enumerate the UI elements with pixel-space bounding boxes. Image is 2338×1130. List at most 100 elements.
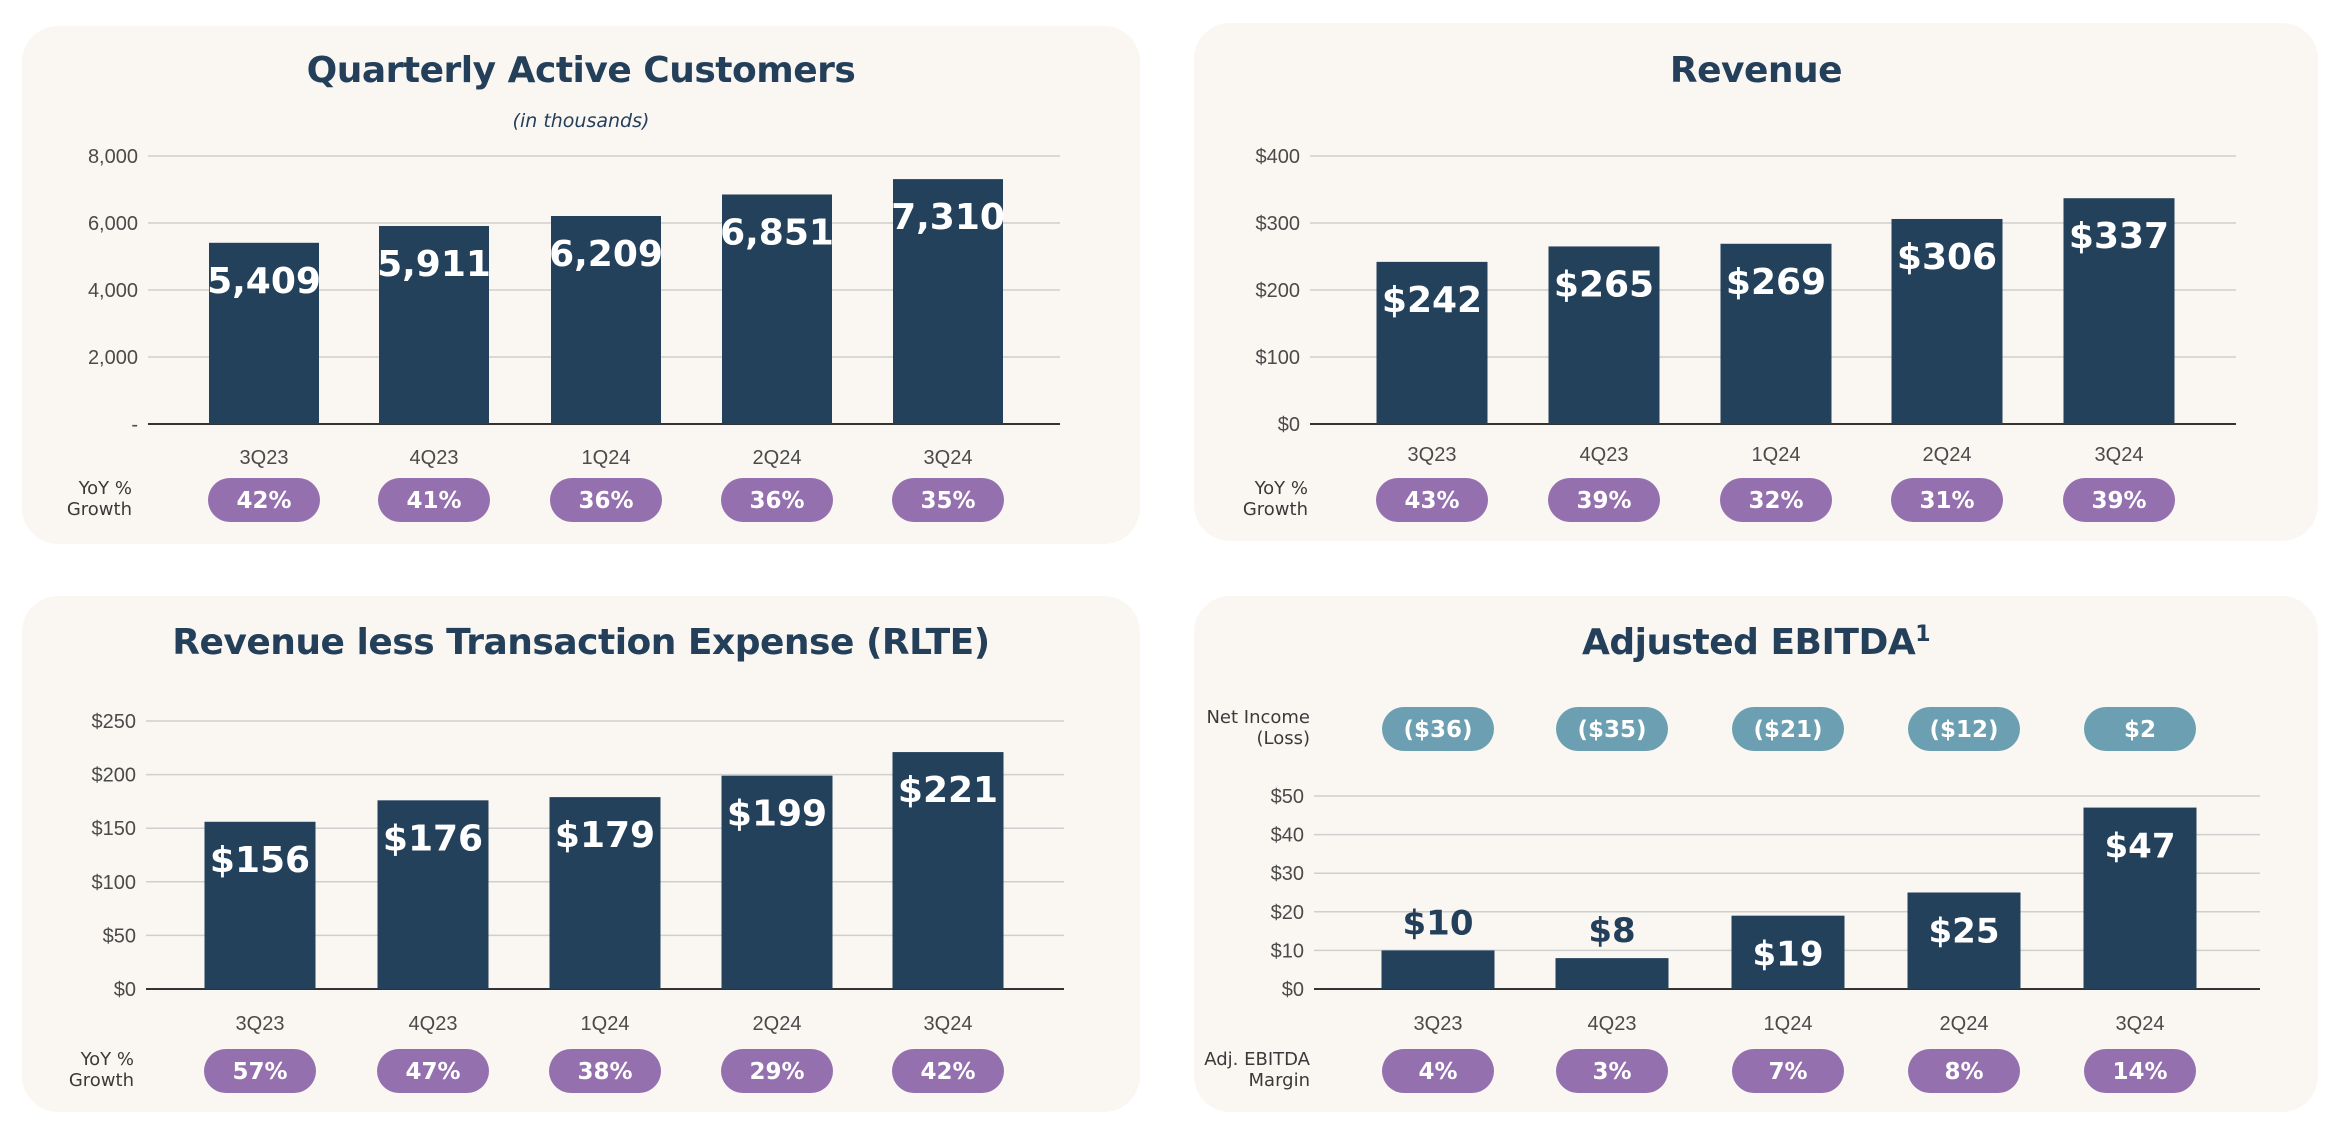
bar-value-label: $19 — [1753, 935, 1824, 975]
bottom-row-label: YoY % — [80, 1049, 134, 1070]
bar — [722, 194, 832, 424]
growth-pill-value: 42% — [236, 488, 291, 514]
growth-pill — [1382, 1049, 1494, 1093]
growth-pill — [549, 1049, 661, 1093]
bar — [892, 752, 1004, 989]
growth-pill — [892, 478, 1004, 522]
bottom-row-label: YoY % — [78, 478, 132, 499]
bar-value-label: $47 — [2105, 827, 2176, 867]
growth-pill-value: 47% — [405, 1059, 460, 1085]
growth-pill — [721, 478, 833, 522]
growth-pill-value: 29% — [749, 1059, 804, 1085]
bar — [1720, 243, 1832, 424]
growth-pill — [1908, 1049, 2020, 1093]
x-tick-label: 2Q24 — [1923, 444, 1972, 466]
y-tick-label: $0 — [114, 979, 136, 1001]
growth-pill — [1720, 478, 1832, 522]
bar — [379, 225, 489, 424]
bar — [1907, 892, 2021, 989]
growth-pill — [721, 1049, 833, 1093]
growth-pill — [892, 1049, 1004, 1093]
y-tick-label: $30 — [1271, 863, 1304, 885]
growth-pill — [1891, 478, 2003, 522]
growth-pill-value: 31% — [1919, 488, 1974, 514]
net-income-pill-value: $2 — [2124, 717, 2156, 743]
x-tick-label: 4Q23 — [409, 1013, 458, 1035]
chart-title: Adjusted EBITDA1 — [1194, 622, 2318, 663]
bar — [1548, 246, 1660, 424]
x-tick-label: 3Q23 — [1408, 444, 1457, 466]
bar — [1381, 950, 1495, 989]
bar-value-label: $306 — [1897, 237, 1997, 278]
growth-pill-value: 32% — [1748, 488, 1803, 514]
growth-pill — [1556, 1049, 1668, 1093]
y-tick-label: $0 — [1282, 979, 1304, 1001]
growth-pill — [204, 1049, 316, 1093]
growth-pill-value: 7% — [1768, 1059, 1807, 1085]
bar — [893, 179, 1003, 424]
bar — [1555, 958, 1669, 989]
bar-value-label: $265 — [1554, 264, 1654, 305]
y-tick-label: 6,000 — [88, 213, 138, 235]
chart-title: Quarterly Active Customers — [306, 50, 856, 91]
bottom-row-label: Growth — [69, 1070, 134, 1091]
x-tick-label: 2Q24 — [753, 447, 802, 469]
net-income-pill — [1732, 707, 1844, 751]
bottom-row-label: Margin — [1249, 1070, 1310, 1091]
y-tick-label: $200 — [92, 765, 137, 787]
y-tick-label: $50 — [1271, 786, 1304, 808]
bar-value-label: $337 — [2069, 216, 2169, 257]
bar-value-label: $199 — [727, 794, 827, 835]
x-tick-label: 1Q24 — [582, 447, 631, 469]
x-tick-label: 3Q23 — [1414, 1013, 1463, 1035]
growth-pill — [377, 1049, 489, 1093]
top-row-label: (Loss) — [1256, 728, 1310, 749]
footnote-marker: 1 — [1915, 622, 1930, 647]
bar-value-label: 5,409 — [207, 261, 321, 302]
bar-value-label: $25 — [1929, 912, 2000, 952]
net-income-pill-value: ($21) — [1753, 717, 1822, 743]
bar — [721, 775, 833, 989]
x-tick-label: 3Q23 — [236, 1013, 285, 1035]
x-tick-label: 1Q24 — [1752, 444, 1801, 466]
growth-pill-value: 36% — [578, 488, 633, 514]
y-tick-label: - — [131, 414, 138, 436]
chart-title: Revenue less Transaction Expense (RLTE) — [172, 622, 990, 663]
y-tick-label: $20 — [1271, 902, 1304, 924]
x-tick-label: 4Q23 — [410, 447, 459, 469]
net-income-pill-value: ($36) — [1403, 717, 1472, 743]
growth-pill — [1732, 1049, 1844, 1093]
ebitda-chart: $0 $10 $20 $30 $40 $50 $10 3Q23 4% ($36) $8 4Q23 3% (… — [1204, 707, 2260, 1093]
bar-value-label: 6,209 — [549, 234, 663, 275]
bar-value-label: 7,310 — [891, 197, 1005, 238]
y-tick-label: 4,000 — [88, 280, 138, 302]
growth-pill-value: 42% — [920, 1059, 975, 1085]
growth-pill — [1376, 478, 1488, 522]
bar-value-label: $156 — [210, 840, 310, 881]
growth-pill-value: 36% — [749, 488, 804, 514]
rlte-panel: Revenue less Transaction Expense (RLTE) … — [22, 596, 1140, 1112]
bar — [1891, 218, 2003, 424]
net-income-pill — [2084, 707, 2196, 751]
growth-pill — [378, 478, 490, 522]
growth-pill — [1548, 478, 1660, 522]
y-tick-label: $100 — [1256, 347, 1301, 369]
bar-value-label: $10 — [1403, 903, 1474, 943]
bar — [209, 242, 319, 424]
chart-title: Revenue — [1669, 50, 1843, 91]
growth-pill-value: 8% — [1944, 1059, 1983, 1085]
growth-pill — [2084, 1049, 2196, 1093]
bar-value-label: $176 — [383, 818, 483, 859]
growth-pill-value: 35% — [920, 488, 975, 514]
y-tick-label: $50 — [103, 925, 136, 947]
x-tick-label: 1Q24 — [1764, 1013, 1813, 1035]
growth-pill-value: 3% — [1592, 1059, 1631, 1085]
y-tick-label: $400 — [1256, 146, 1301, 168]
chart-title-text: Adjusted EBITDA — [1582, 622, 1916, 663]
growth-pill — [2063, 478, 2175, 522]
revenue-chart: $0 $100 $200 $300 $400 $242 3Q23 43% $265 4Q23 39%… — [1243, 146, 2236, 522]
growth-pill-value: 43% — [1404, 488, 1459, 514]
bar-value-label: 6,851 — [720, 212, 834, 253]
ebitda-panel: Adjusted EBITDA1 $0 $10 $20 $30 $40 $50 $10 3Q2… — [1194, 596, 2318, 1112]
bar-value-label: 5,911 — [377, 244, 491, 285]
